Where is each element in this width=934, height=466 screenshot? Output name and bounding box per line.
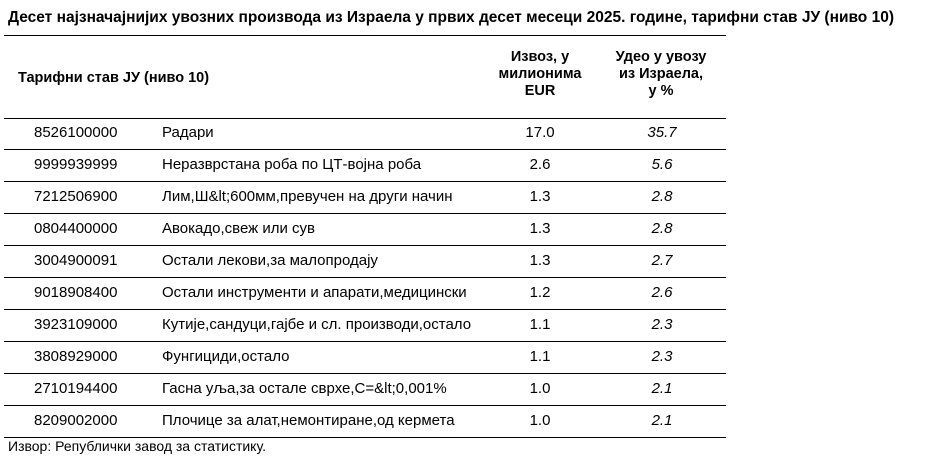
- column-header-share: Удео у увозу из Израела, у %: [608, 49, 714, 100]
- product-description: Кутије,сандуци,гајбе и сл. производи,ост…: [162, 316, 472, 333]
- tariff-code: 7212506900: [34, 188, 118, 205]
- share-value: 2.1: [651, 412, 673, 429]
- column-header-export-line: милионима: [498, 66, 582, 82]
- export-value: 1.2: [529, 284, 551, 301]
- title-rule: [4, 35, 726, 36]
- product-description: Фунгициди,остало: [162, 348, 290, 365]
- tariff-code: 8526100000: [34, 124, 118, 141]
- share-value: 35.7: [647, 124, 677, 141]
- column-header-export: Извоз, у милионима EUR: [488, 49, 592, 100]
- export-value: 1.0: [529, 380, 551, 397]
- export-value: 1.3: [529, 220, 551, 237]
- table-row: 3923109000 Кутије,сандуци,гајбе и сл. пр…: [4, 310, 726, 342]
- export-value: 17.0: [525, 124, 555, 141]
- source-note: Извор: Републички завод за статистику.: [8, 438, 266, 454]
- product-description: Авокадо,свеж или сув: [162, 220, 315, 237]
- column-header-export-line: EUR: [524, 83, 556, 99]
- tariff-code: 9999939999: [34, 156, 118, 173]
- share-value: 2.8: [651, 188, 673, 205]
- export-value: 1.1: [529, 348, 551, 365]
- table-row: 0804400000 Авокадо,свеж или сув 1.3 2.8: [4, 214, 726, 246]
- column-header-share-line: Удео у увозу: [615, 49, 707, 65]
- export-value: 1.0: [529, 412, 551, 429]
- export-value: 1.1: [529, 316, 551, 333]
- product-description: Радари: [162, 124, 214, 141]
- column-header-export-line: Извоз, у: [510, 49, 570, 65]
- share-value: 2.3: [651, 316, 673, 333]
- table-row: 2710194400 Гасна уља,за остале сврхе,С=&…: [4, 374, 726, 406]
- share-value: 2.6: [651, 284, 673, 301]
- product-description: Остали лекови,за малопродају: [162, 252, 378, 269]
- tariff-code: 0804400000: [34, 220, 118, 237]
- table-row: 9999939999 Неразврстана роба по ЦТ-војна…: [4, 150, 726, 182]
- share-value: 2.1: [651, 380, 673, 397]
- export-value: 2.6: [529, 156, 551, 173]
- share-value: 2.7: [651, 252, 673, 269]
- table-row: 8526100000 Радари 17.0 35.7: [4, 118, 726, 150]
- export-value: 1.3: [529, 252, 551, 269]
- share-value: 2.3: [651, 348, 673, 365]
- table-row: 9018908400 Остали инструменти и апарати,…: [4, 278, 726, 310]
- table-row: 7212506900 Лим,Ш&lt;600мм,превучен на др…: [4, 182, 726, 214]
- column-header-share-line: из Израела,: [618, 66, 704, 82]
- share-value: 5.6: [651, 156, 673, 173]
- table-row: 3004900091 Остали лекови,за малопродају …: [4, 246, 726, 278]
- product-description: Гасна уља,за остале сврхе,С=&lt;0,001%: [162, 380, 447, 397]
- table-body: 8526100000 Радари 17.0 35.7 9999939999 Н…: [4, 118, 726, 438]
- share-value: 2.8: [651, 220, 673, 237]
- tariff-code: 3923109000: [34, 316, 118, 333]
- tariff-code: 3808929000: [34, 348, 118, 365]
- tariff-code: 2710194400: [34, 380, 118, 397]
- tariff-code: 8209002000: [34, 412, 118, 429]
- header-rule: [4, 118, 726, 119]
- table-row: 8209002000 Плочице за алат,немонтиране,о…: [4, 406, 726, 438]
- product-description: Остали инструменти и апарати,медицински: [162, 284, 467, 301]
- column-header-tariff: Тарифни став ЈУ (ниво 10): [18, 70, 210, 86]
- table-row: 3808929000 Фунгициди,остало 1.1 2.3: [4, 342, 726, 374]
- column-header-share-line: у %: [648, 83, 674, 99]
- product-description: Лим,Ш&lt;600мм,превучен на други начин: [162, 188, 453, 205]
- product-description: Плочице за алат,немонтиране,од кермета: [162, 412, 455, 429]
- tariff-code: 3004900091: [34, 252, 118, 269]
- export-value: 1.3: [529, 188, 551, 205]
- tariff-code: 9018908400: [34, 284, 118, 301]
- product-description: Неразврстана роба по ЦТ-војна роба: [162, 156, 422, 173]
- table-title: Десет најзначајнијих увозних производа и…: [8, 9, 894, 26]
